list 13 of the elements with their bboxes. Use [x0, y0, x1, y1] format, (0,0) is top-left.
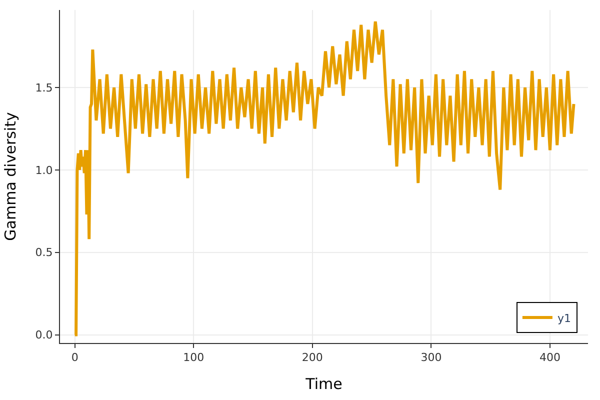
x-tick-label: 200 [302, 351, 323, 364]
x-tick-label: 400 [539, 351, 560, 364]
x-tick-label: 300 [420, 351, 442, 364]
y-axis-title: Gamma diversity [2, 112, 20, 241]
line-series [73, 20, 576, 336]
y-tick-label: 0.5 [35, 246, 53, 260]
y-tick-label: 1.0 [35, 164, 53, 177]
x-tick-label: 0 [71, 351, 78, 364]
y-tick-label: 1.5 [35, 81, 53, 94]
x-axis-title: Time [304, 375, 342, 394]
legend-label: y1 [557, 312, 571, 325]
y-tick-label: 0.0 [35, 328, 53, 342]
x-tick-label: 100 [183, 351, 204, 364]
